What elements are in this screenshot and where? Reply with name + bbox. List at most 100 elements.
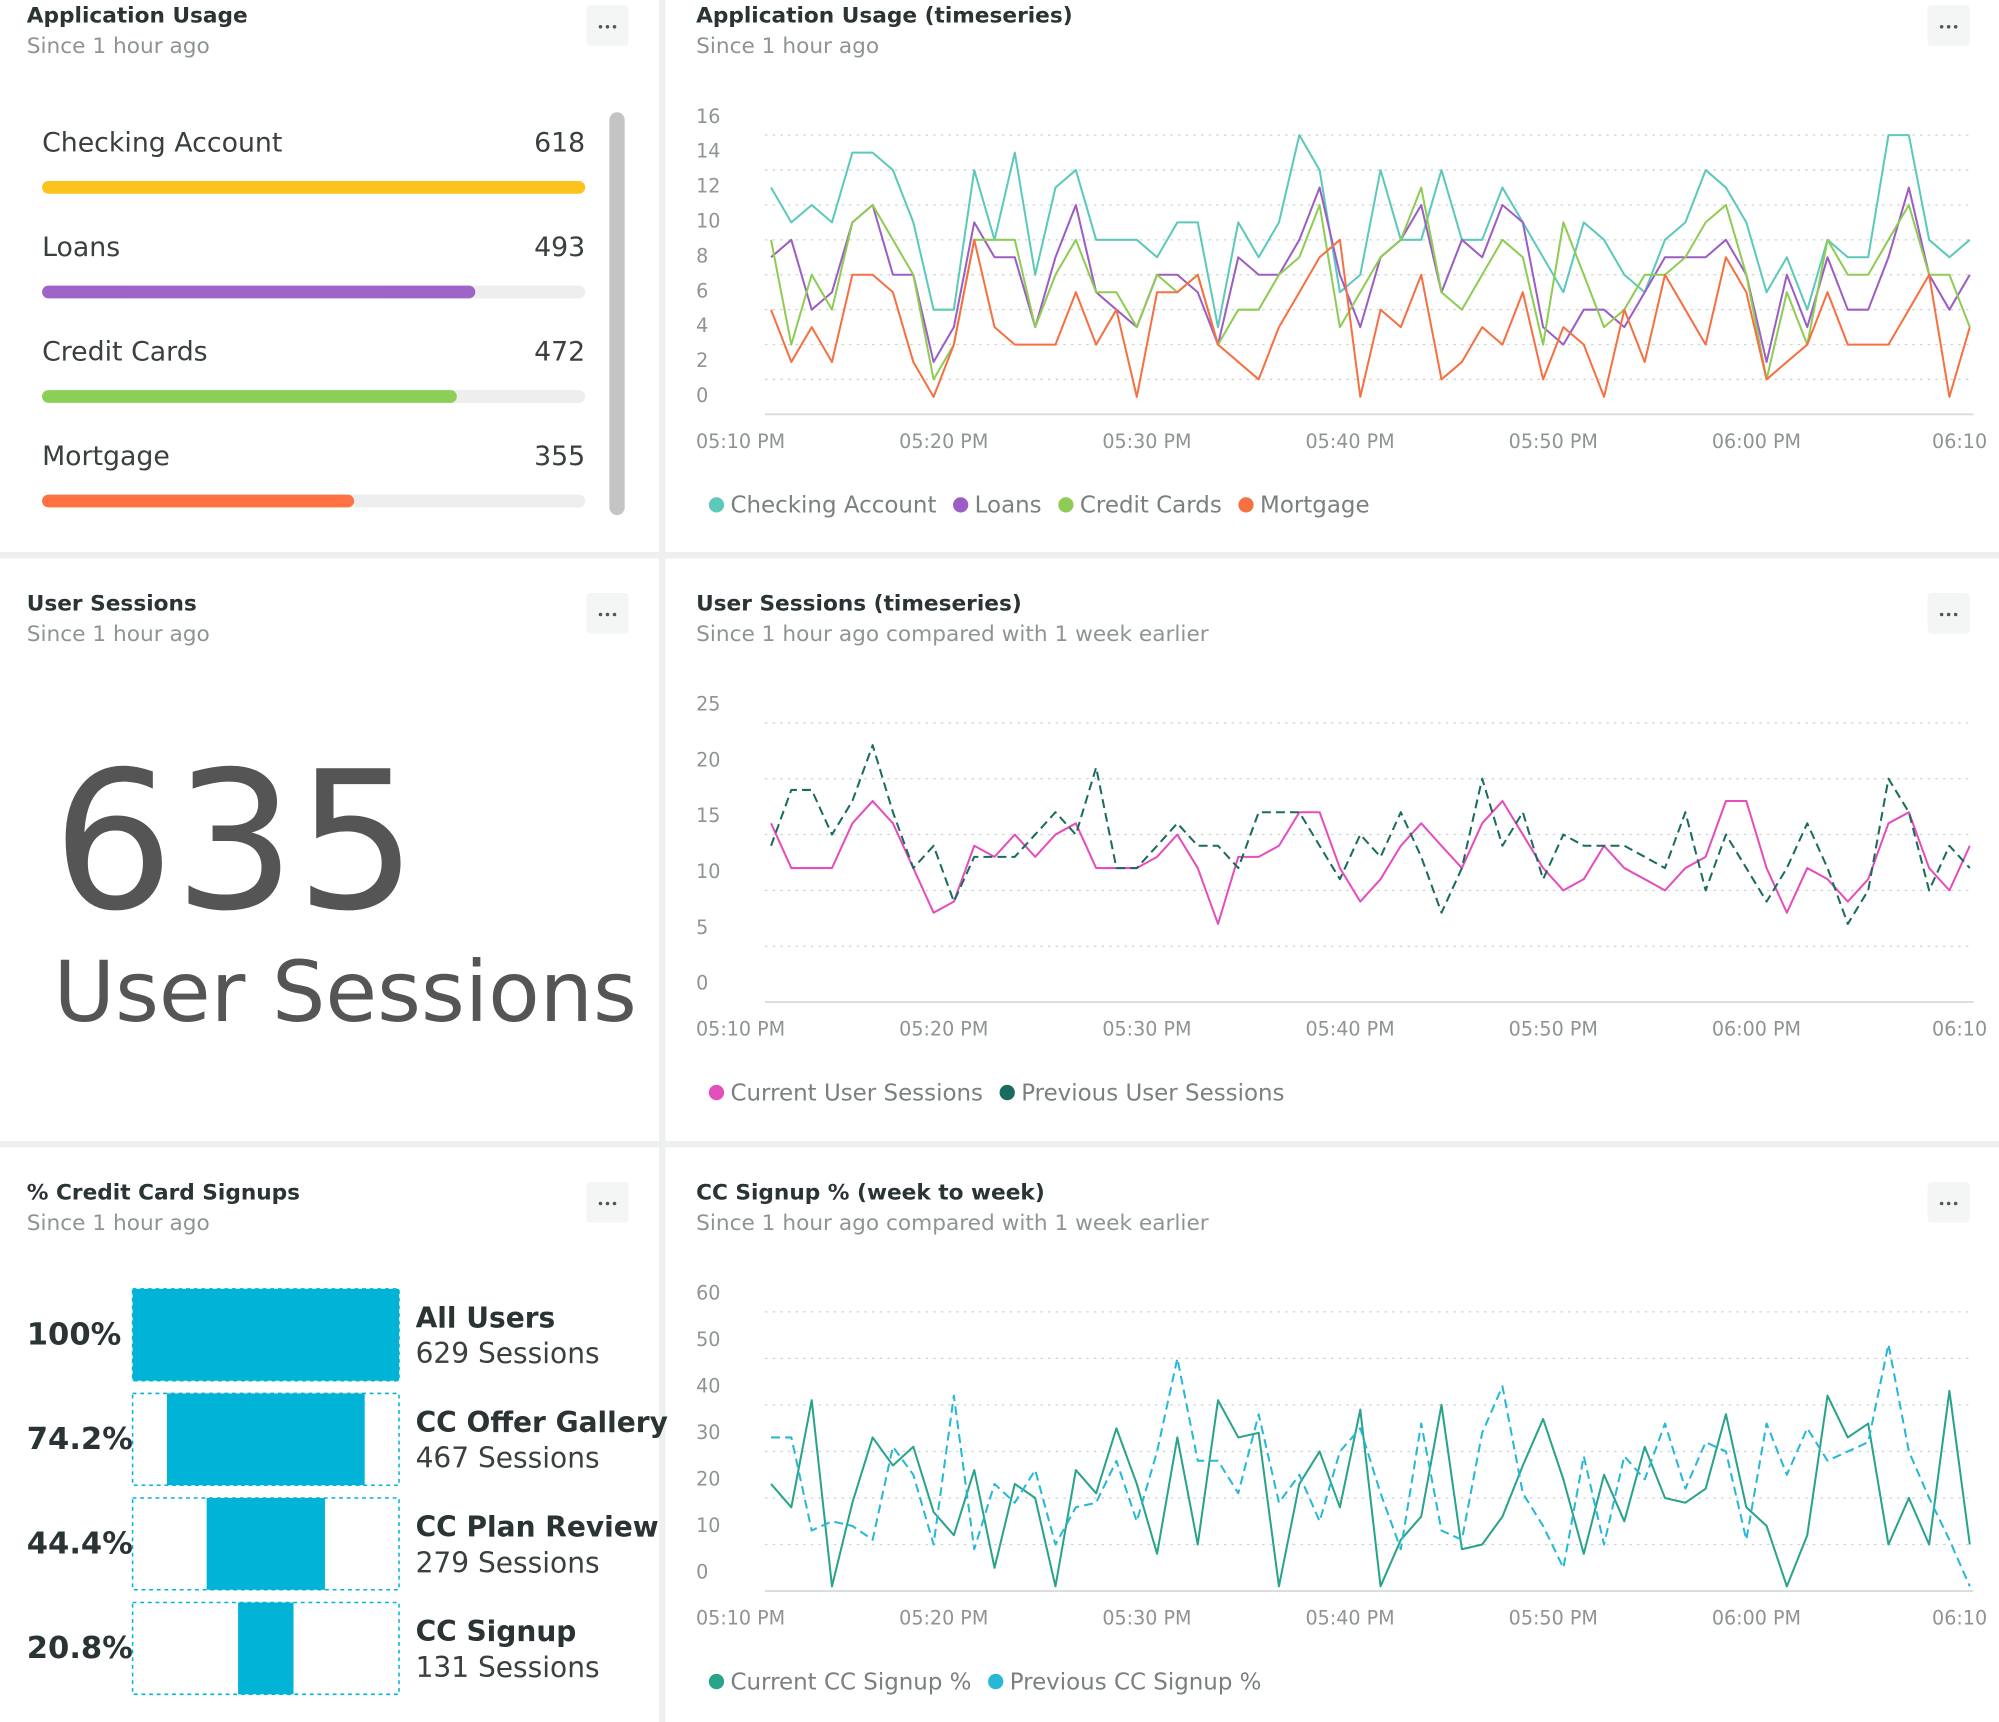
panel-subtitle: Since 1 hour ago	[27, 622, 210, 647]
legend-label: Checking Account	[731, 493, 937, 519]
panel-title: User Sessions	[27, 591, 197, 616]
legend-marker	[953, 497, 969, 513]
x-tick-label: 05:20 PM	[899, 1607, 988, 1630]
billboard-label: User Sessions	[54, 943, 637, 1041]
x-tick-label: 05:30 PM	[1102, 430, 1191, 453]
menu-button[interactable]	[1927, 1181, 1970, 1223]
y-tick-label: 14	[696, 140, 720, 163]
funnel-bar	[132, 1288, 400, 1381]
series-line	[770, 134, 1971, 329]
legend-label: Credit Cards	[1080, 493, 1222, 519]
x-tick-label: 05:20 PM	[899, 430, 988, 453]
y-tick-label: 30	[696, 1421, 720, 1444]
y-tick-label: 10	[696, 1514, 720, 1537]
funnel-step-name: CC Signup	[416, 1615, 577, 1648]
menu-button[interactable]	[1927, 592, 1970, 634]
y-tick-label: 20	[696, 1468, 720, 1491]
panel-subtitle: Since 1 hour ago	[27, 34, 210, 59]
y-tick-label: 20	[696, 748, 720, 771]
funnel-step-sessions: 279 Sessions	[416, 1546, 600, 1579]
y-tick-label: 10	[696, 210, 720, 233]
funnel-step-sessions: 467 Sessions	[416, 1442, 600, 1475]
bar	[42, 390, 457, 403]
x-tick-label: 05:40 PM	[1306, 430, 1395, 453]
bar	[42, 285, 476, 299]
y-tick-label: 15	[696, 804, 720, 827]
y-tick-label: 0	[696, 972, 708, 995]
series-line	[770, 799, 1971, 925]
funnel-percent: 100%	[27, 1318, 121, 1353]
panel-title: CC Signup % (week to week)	[696, 1180, 1045, 1205]
panel-subtitle: Since 1 hour ago compared with 1 week ea…	[696, 622, 1209, 647]
funnel-bar	[206, 1497, 325, 1590]
legend-marker	[708, 497, 725, 513]
legend-marker	[1058, 497, 1074, 513]
x-tick-label: 05:30 PM	[1102, 1018, 1191, 1041]
legend-marker	[708, 1084, 725, 1101]
panel-title: % Credit Card Signups	[27, 1180, 300, 1205]
y-tick-label: 4	[696, 314, 708, 337]
y-tick-label: 12	[696, 175, 720, 198]
series-line	[770, 238, 1971, 398]
y-tick-label: 5	[696, 916, 708, 939]
funnel-step-sessions: 131 Sessions	[416, 1651, 600, 1684]
y-tick-label: 8	[696, 244, 708, 267]
bar-label: Credit Cards	[42, 337, 208, 368]
bar-label: Mortgage	[42, 441, 170, 472]
menu-button[interactable]	[586, 592, 629, 634]
x-tick-label: 05:50 PM	[1509, 1607, 1598, 1630]
legend-label: Current CC Signup %	[731, 1669, 972, 1695]
y-tick-label: 50	[696, 1328, 720, 1351]
bar-value: 493	[534, 232, 585, 263]
series-line	[770, 1389, 1971, 1588]
funnel-percent: 20.8%	[27, 1631, 133, 1666]
series-line	[770, 744, 1971, 925]
x-tick-label: 05:50 PM	[1509, 1018, 1598, 1041]
funnel-percent: 44.4%	[27, 1527, 133, 1562]
legend-label: Previous CC Signup %	[1010, 1669, 1262, 1695]
funnel-percent: 74.2%	[27, 1422, 133, 1457]
menu-button[interactable]	[586, 5, 629, 46]
panel-title: Application Usage (timeseries)	[696, 4, 1073, 29]
legend-label: Mortgage	[1260, 493, 1370, 519]
y-tick-label: 40	[696, 1375, 720, 1398]
menu-button[interactable]	[1927, 5, 1970, 46]
x-tick-label: 06:00 PM	[1712, 1018, 1801, 1041]
x-tick-label: 05:10 PM	[696, 1607, 785, 1630]
series-line	[770, 186, 1971, 363]
funnel-step-sessions: 629 Sessions	[416, 1337, 600, 1370]
y-tick-label: 0	[696, 384, 708, 407]
x-tick-label: 06:10	[1932, 1607, 1987, 1630]
panel-divider	[0, 1141, 1999, 1148]
x-tick-label: 06:10	[1932, 1018, 1987, 1041]
x-tick-label: 06:00 PM	[1712, 1607, 1801, 1630]
y-tick-label: 25	[696, 693, 720, 716]
panel-title: User Sessions (timeseries)	[696, 591, 1022, 616]
x-tick-label: 05:10 PM	[696, 430, 785, 453]
bar-value: 618	[534, 128, 585, 159]
funnel-bar	[238, 1602, 294, 1695]
x-tick-label: 05:40 PM	[1306, 1018, 1395, 1041]
x-tick-label: 06:10	[1932, 430, 1987, 453]
legend-marker	[1238, 497, 1254, 513]
x-tick-label: 05:50 PM	[1509, 430, 1598, 453]
bar-value: 355	[534, 441, 585, 472]
series-line	[771, 1343, 1971, 1587]
scrollbar[interactable]	[609, 112, 625, 516]
funnel-step-name: CC Plan Review	[416, 1511, 659, 1544]
funnel-bar	[166, 1393, 365, 1486]
y-tick-label: 6	[696, 279, 708, 302]
panel-subtitle: Since 1 hour ago compared with 1 week ea…	[696, 1211, 1209, 1236]
x-tick-label: 05:40 PM	[1306, 1607, 1395, 1630]
menu-button[interactable]	[586, 1181, 629, 1223]
bar-label: Loans	[42, 232, 120, 263]
panel-subtitle: Since 1 hour ago	[696, 34, 879, 59]
legend-marker	[988, 1673, 1004, 1690]
x-tick-label: 05:30 PM	[1102, 1607, 1191, 1630]
panel-divider	[0, 552, 1999, 559]
legend-label: Previous User Sessions	[1021, 1080, 1284, 1106]
bar-label: Checking Account	[42, 128, 282, 159]
funnel-step-name: CC Offer Gallery	[416, 1406, 668, 1439]
x-tick-label: 05:20 PM	[899, 1018, 988, 1041]
x-tick-label: 06:00 PM	[1712, 430, 1801, 453]
